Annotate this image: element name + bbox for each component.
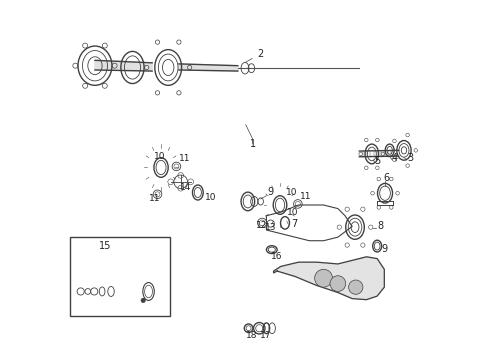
Text: 1: 1 (250, 139, 256, 149)
Bar (70, 237, 170, 316)
Text: 10: 10 (287, 188, 298, 197)
Text: 13: 13 (265, 223, 276, 232)
Circle shape (315, 269, 333, 287)
Text: 10: 10 (205, 193, 217, 202)
Text: 11: 11 (149, 194, 161, 203)
Text: 14: 14 (180, 183, 192, 192)
Text: 2: 2 (245, 49, 264, 62)
Text: 10: 10 (154, 152, 166, 161)
Circle shape (141, 298, 146, 302)
Circle shape (348, 280, 363, 294)
Polygon shape (273, 257, 384, 300)
Text: 12: 12 (256, 221, 267, 230)
Text: 3: 3 (408, 153, 414, 163)
Text: 18: 18 (246, 331, 258, 340)
Circle shape (330, 276, 346, 292)
Text: 8: 8 (377, 221, 383, 231)
Text: 11: 11 (179, 154, 191, 163)
Text: 6: 6 (383, 173, 389, 183)
Text: 5: 5 (374, 156, 381, 166)
Text: 11: 11 (300, 192, 311, 201)
Text: 15: 15 (98, 240, 111, 251)
Text: 10: 10 (287, 208, 298, 217)
Text: 9: 9 (267, 187, 273, 197)
Text: 7: 7 (291, 219, 297, 229)
Text: 4: 4 (392, 153, 397, 163)
Polygon shape (179, 64, 238, 71)
Text: 17: 17 (260, 331, 272, 340)
Text: 16: 16 (270, 252, 282, 261)
Polygon shape (95, 60, 152, 71)
Text: 9: 9 (381, 244, 387, 254)
